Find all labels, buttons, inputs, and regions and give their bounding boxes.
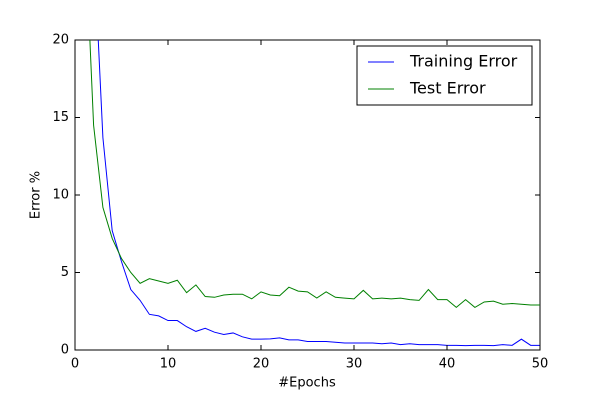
x-tick-label: 20 [253, 357, 270, 372]
x-axis-label: #Epochs [278, 376, 336, 391]
legend-label: Test Error [409, 79, 486, 98]
y-axis-label: Error % [29, 171, 44, 219]
x-tick-label: 50 [532, 357, 549, 372]
series-line [89, 40, 540, 309]
lines [89, 40, 540, 347]
series-line [97, 40, 540, 347]
y-tick-label: 20 [52, 33, 69, 48]
x-tick-label: 30 [346, 357, 363, 372]
x-tick-label: 40 [439, 357, 456, 372]
legend-label: Training Error [409, 52, 518, 71]
y-tick-label: 10 [52, 188, 69, 203]
y-tick-label: 0 [61, 343, 69, 358]
x-tick-label: 0 [71, 357, 79, 372]
y-tick-label: 15 [52, 110, 69, 125]
legend-box [356, 45, 533, 106]
y-tick-label: 5 [61, 265, 69, 280]
x-tick-label: 10 [160, 357, 177, 372]
